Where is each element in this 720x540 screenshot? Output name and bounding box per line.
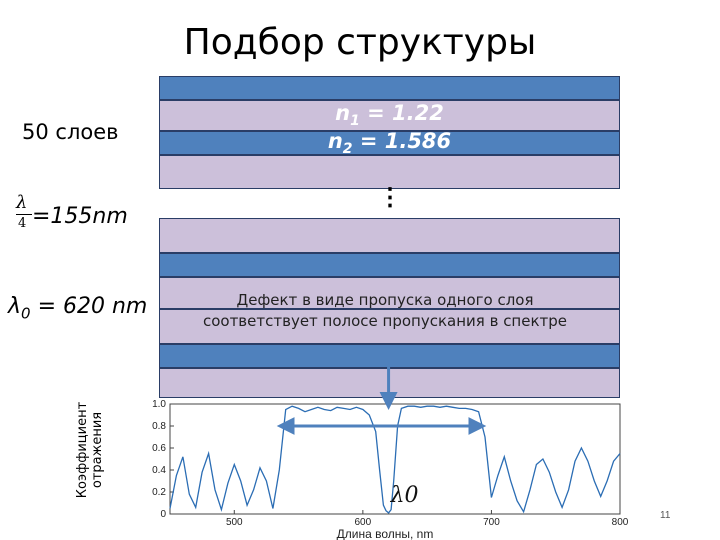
reflectance-series-line — [169, 405, 621, 514]
quarter-wave-value: =155nm — [32, 204, 128, 229]
n1-symbol: n — [335, 101, 351, 125]
layer-bottom-3 — [159, 277, 620, 309]
layer-bottom-6 — [159, 368, 620, 398]
y-axis-label: Коэффициент отражения — [40, 400, 140, 500]
quarter-wave-numerator: λ — [16, 192, 28, 213]
lambda0-value: = 620 nm — [30, 294, 148, 319]
layer-top-3 — [159, 131, 620, 155]
x-tick-label: 800 — [612, 517, 629, 528]
n2-subscript: 2 — [342, 141, 353, 158]
defect-line-2: соответствует полосе пропускания в спект… — [202, 312, 568, 330]
layer-bottom-5 — [159, 344, 620, 368]
y-tick-label: 0 — [160, 509, 166, 520]
layers-count-label: 50 слоев — [22, 120, 119, 144]
layer-top-1 — [159, 76, 620, 100]
layer-bottom-4-defect — [159, 309, 620, 344]
y-tick-label: 0.8 — [152, 421, 166, 432]
reflectance-chart: 500 600 700 800 0 0.2 0.4 0.6 0.8 1.0 λ0 Длина волн… — [152, 399, 629, 540]
defect-description: Дефект в виде пропуска одного слоя соотв… — [170, 290, 600, 332]
lambda0-symbol: λ — [8, 294, 22, 319]
y-tick-label: 0.4 — [152, 465, 166, 476]
x-tick-label: 600 — [355, 517, 372, 528]
layer-bottom-1 — [159, 218, 620, 253]
n1-subscript: 1 — [350, 113, 360, 130]
defect-line-1: Дефект в виде пропуска одного слоя — [236, 291, 534, 309]
n2-value: = 1.586 — [352, 129, 452, 153]
x-axis-label: Длина волны, nm — [337, 527, 434, 540]
lambda0-marker-label: λ0 — [390, 483, 419, 508]
y-tick-label: 0.6 — [152, 443, 166, 454]
fraction-bar — [16, 214, 32, 215]
quarter-wave-denominator: 4 — [18, 216, 27, 231]
y-axis-label-line-2: отражения — [90, 411, 105, 489]
layer-top-4 — [159, 155, 620, 189]
layer-top-2 — [159, 100, 620, 131]
n1-label: n1 = 1.22 — [159, 101, 620, 129]
layer-bottom-2 — [159, 253, 620, 277]
y-tick-label: 1.0 — [152, 399, 166, 410]
y-tick-label: 0.2 — [152, 487, 166, 498]
n1-value: = 1.22 — [359, 101, 444, 125]
continuation-dots: ⋮ — [378, 184, 402, 211]
lambda0-label: λ0 = 620 nm — [8, 294, 147, 322]
y-axis-label-line-1: Коэффициент — [75, 401, 90, 499]
n2-symbol: n — [327, 129, 343, 153]
slide-title: Подбор структуры — [183, 22, 537, 63]
lambda0-subscript: 0 — [21, 304, 31, 323]
n2-label: n2 = 1.586 — [159, 129, 620, 157]
page-number: 11 — [660, 510, 671, 521]
x-tick-label: 700 — [483, 517, 500, 528]
x-tick-label: 500 — [226, 517, 243, 528]
